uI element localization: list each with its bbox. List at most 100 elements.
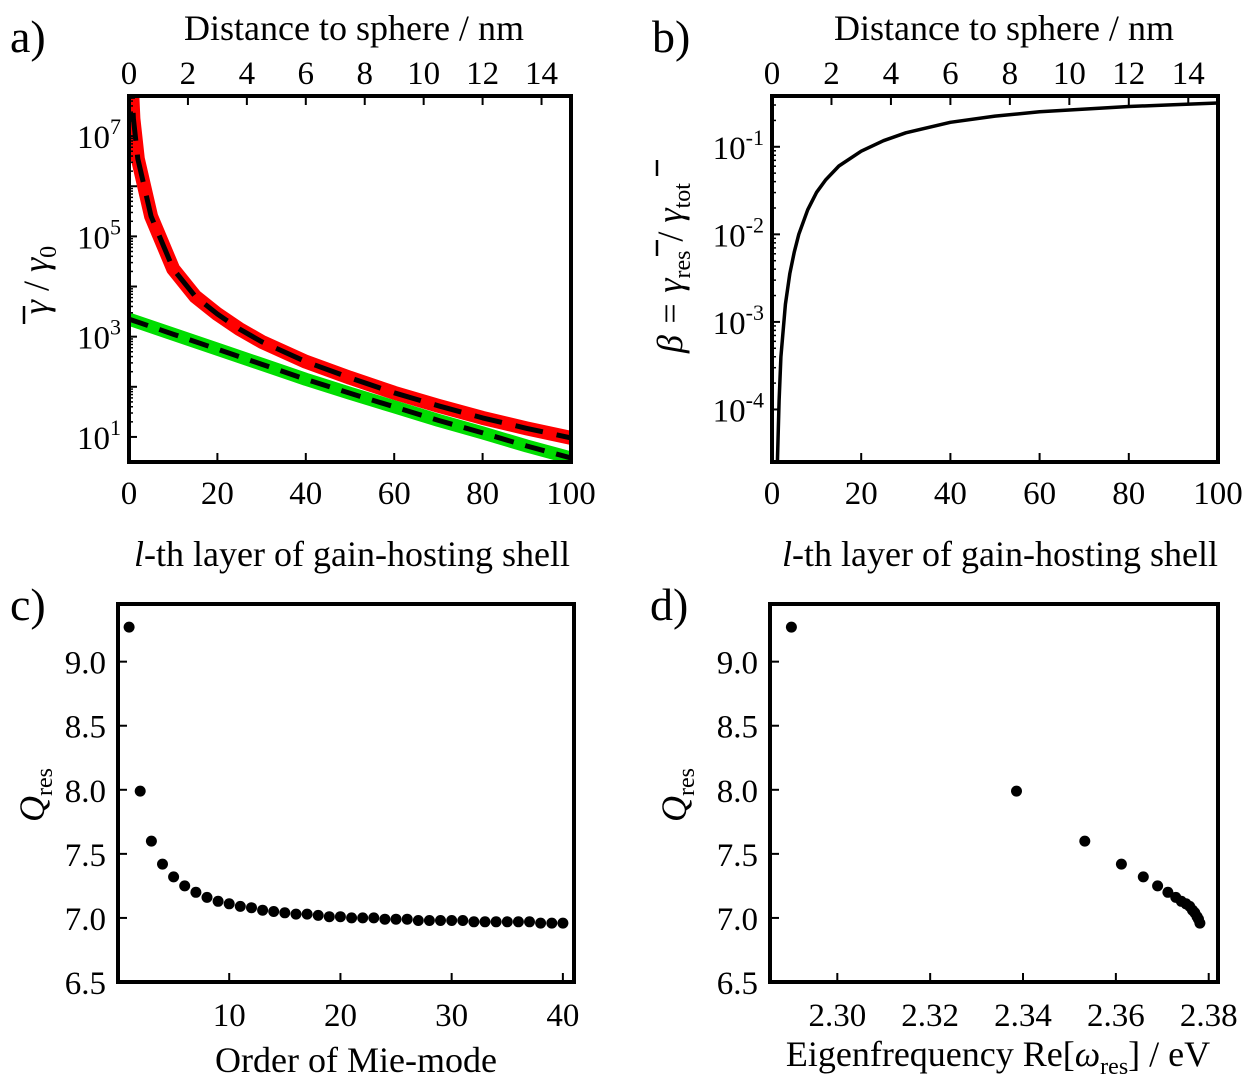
panel-a-ylabel-gamma: γ bbox=[16, 299, 56, 314]
panel-c-point bbox=[223, 898, 235, 910]
panel-c-point bbox=[157, 858, 168, 870]
panel-c-point bbox=[357, 912, 369, 924]
panel-b-xtick-label-2: 40 bbox=[934, 476, 967, 512]
panel-a-series-2-line bbox=[129, 96, 571, 441]
panel-d: d) 2.30 2.32 2.34 2.36 2.38 6.5 7.0 7.5 8.0 8.5 9.… bbox=[650, 579, 1238, 1078]
panel-c-point bbox=[490, 916, 502, 928]
panel-c-point bbox=[179, 880, 191, 892]
panel-a-xlabel-rest: -th layer of gain-hosting shell bbox=[144, 534, 570, 574]
panel-a-plot: 0 20 40 60 80 100 0 2 4 6 8 10 12 14 101 103 105 107 bbox=[77, 56, 596, 512]
panel-d-xtick-label-3: 2.36 bbox=[1087, 998, 1145, 1034]
panel-c-point bbox=[435, 915, 446, 926]
panel-a-series-4-line bbox=[129, 316, 571, 461]
panel-a-top-xtick-label-2: 4 bbox=[239, 56, 256, 92]
panel-a-top-xtick-label-0: 0 bbox=[121, 56, 138, 92]
panel-c-ylabel-sub: res bbox=[32, 768, 58, 796]
panel-c-point bbox=[457, 915, 469, 926]
panel-c-point bbox=[423, 915, 435, 926]
panel-b-top-xtick-label-1: 2 bbox=[823, 56, 840, 92]
panel-a-top-xtick-label-7: 14 bbox=[525, 56, 558, 92]
panel-b-top-xtick-label-2: 4 bbox=[883, 56, 900, 92]
panel-d-ytick-label-4: 8.5 bbox=[717, 710, 758, 746]
panel-a-xtick-label-5: 100 bbox=[546, 476, 596, 512]
panel-d-point bbox=[1079, 835, 1091, 847]
panel-a-xtick-label-1: 20 bbox=[201, 476, 234, 512]
panel-c-point bbox=[346, 912, 358, 924]
panel-c-point bbox=[390, 913, 402, 925]
panel-c-point bbox=[257, 904, 269, 916]
panel-c-point bbox=[401, 913, 413, 925]
panel-a-ytick-label-3: 107 bbox=[77, 114, 121, 156]
panel-a-top-xtick-label-5: 10 bbox=[407, 56, 440, 92]
panel-c-point bbox=[201, 891, 213, 903]
panel-b-series-group bbox=[775, 101, 1218, 462]
panel-d-xlabel-sub: res bbox=[1100, 1054, 1128, 1078]
panel-a-top-axis-title: Distance to sphere / nm bbox=[184, 8, 524, 48]
panel-b-ylabel-gamma1: γ bbox=[650, 278, 690, 293]
panel-c-xtick-label-2: 30 bbox=[435, 998, 468, 1034]
panel-d-xlabel-pre: Eigenfrequency Re[ bbox=[786, 1034, 1075, 1074]
panel-b-xtick-label-5: 100 bbox=[1193, 476, 1243, 512]
panel-d-ylabel-sub: res bbox=[674, 768, 700, 796]
panel-b-top-axis-title: Distance to sphere / nm bbox=[834, 8, 1174, 48]
panel-b-xtick-label-0: 0 bbox=[764, 476, 781, 512]
panel-c-point bbox=[546, 917, 558, 929]
panel-c-ytick-label-4: 8.5 bbox=[65, 710, 106, 746]
panel-d-frame bbox=[768, 602, 1220, 984]
panel-c: c) 10 20 30 40 6.5 7.0 7.5 8.0 8.5 9.0 Order of M… bbox=[10, 579, 579, 1078]
panel-a-top-xtick-label-4: 8 bbox=[356, 56, 373, 92]
panel-d-ytick-label-1: 7.0 bbox=[717, 902, 758, 938]
panel-c-point bbox=[501, 916, 513, 928]
panel-d-ytick-label-5: 9.0 bbox=[717, 646, 758, 682]
panel-a-xtick-label-0: 0 bbox=[121, 476, 138, 512]
panel-b-plot: 0 20 40 60 80 100 0 2 4 6 8 10 12 14 10-4 10-3 10-2 10-1 bbox=[713, 56, 1243, 512]
panel-b: b) Distance to sphere / nm 0 20 40 60 80 1000… bbox=[650, 8, 1243, 574]
panel-d-point bbox=[1115, 858, 1127, 870]
panel-a-series-group bbox=[129, 96, 571, 462]
panel-c-point bbox=[134, 785, 146, 797]
panel-a-series-1-line bbox=[129, 96, 571, 445]
panel-c-point bbox=[168, 871, 180, 883]
panel-a-top-xtick-label-3: 6 bbox=[298, 56, 315, 92]
panel-b-frame bbox=[770, 94, 1220, 464]
panel-d-ytick-label-0: 6.5 bbox=[717, 966, 758, 1002]
panel-d-plot: 2.30 2.32 2.34 2.36 2.38 6.5 7.0 7.5 8.0 8.5 9.0 bbox=[717, 621, 1238, 1034]
panel-a-xtick-label-3: 60 bbox=[378, 476, 411, 512]
panel-c-point bbox=[412, 915, 424, 926]
panel-c-frame bbox=[116, 602, 576, 984]
panel-b-ytick-label-3: 10-1 bbox=[713, 125, 764, 167]
panel-b-ytick-label-1: 10-3 bbox=[713, 300, 764, 342]
panel-c-point bbox=[524, 916, 535, 928]
panel-c-xtick-label-0: 10 bbox=[213, 998, 246, 1034]
panel-d-ytick-label-2: 7.5 bbox=[717, 838, 758, 874]
panel-c-point bbox=[279, 907, 291, 919]
panel-d-point bbox=[1137, 871, 1149, 883]
panel-d-ylabel-q: Q bbox=[654, 796, 694, 822]
panel-c-point bbox=[190, 886, 202, 898]
panel-b-top-xtick-label-7: 14 bbox=[1172, 56, 1205, 92]
panel-a-ylabel-slash: / bbox=[16, 272, 56, 300]
panel-d-xtick-label-0: 2.30 bbox=[808, 998, 866, 1034]
panel-b-ytick-label-0: 10-4 bbox=[713, 387, 764, 429]
panel-a-frame bbox=[127, 94, 573, 464]
panel-d-point bbox=[1011, 785, 1022, 797]
panel-b-xtick-label-1: 20 bbox=[845, 476, 878, 512]
panel-c-point bbox=[290, 908, 302, 920]
panel-b-top-xtick-label-6: 12 bbox=[1112, 56, 1145, 92]
panel-b-xlabel-l: l bbox=[782, 534, 792, 574]
panel-a-top-xtick-label-6: 12 bbox=[466, 56, 499, 92]
panel-c-label: c) bbox=[10, 579, 46, 630]
panel-a: a) Distance to sphere / nm 0 20 40 60 80 1000… bbox=[10, 8, 596, 574]
panel-c-ytick-label-3: 8.0 bbox=[65, 774, 106, 810]
panel-b-x-axis-title: l-th layer of gain-hosting shell bbox=[782, 534, 1218, 574]
panel-c-ytick-label-0: 6.5 bbox=[65, 966, 106, 1002]
panel-d-x-axis-title: Eigenfrequency Re[ωres] / eV bbox=[786, 1034, 1210, 1078]
panel-c-x-axis-title: Order of Mie-mode bbox=[215, 1040, 497, 1078]
panel-b-series-1-line bbox=[775, 101, 1218, 462]
panel-c-ytick-label-5: 9.0 bbox=[65, 646, 106, 682]
panel-a-ytick-label-2: 105 bbox=[77, 214, 121, 256]
panel-b-label: b) bbox=[652, 11, 690, 62]
panel-b-top-xtick-label-4: 8 bbox=[1002, 56, 1019, 92]
panel-c-point bbox=[368, 912, 380, 924]
panel-a-top-xtick-label-1: 2 bbox=[180, 56, 197, 92]
